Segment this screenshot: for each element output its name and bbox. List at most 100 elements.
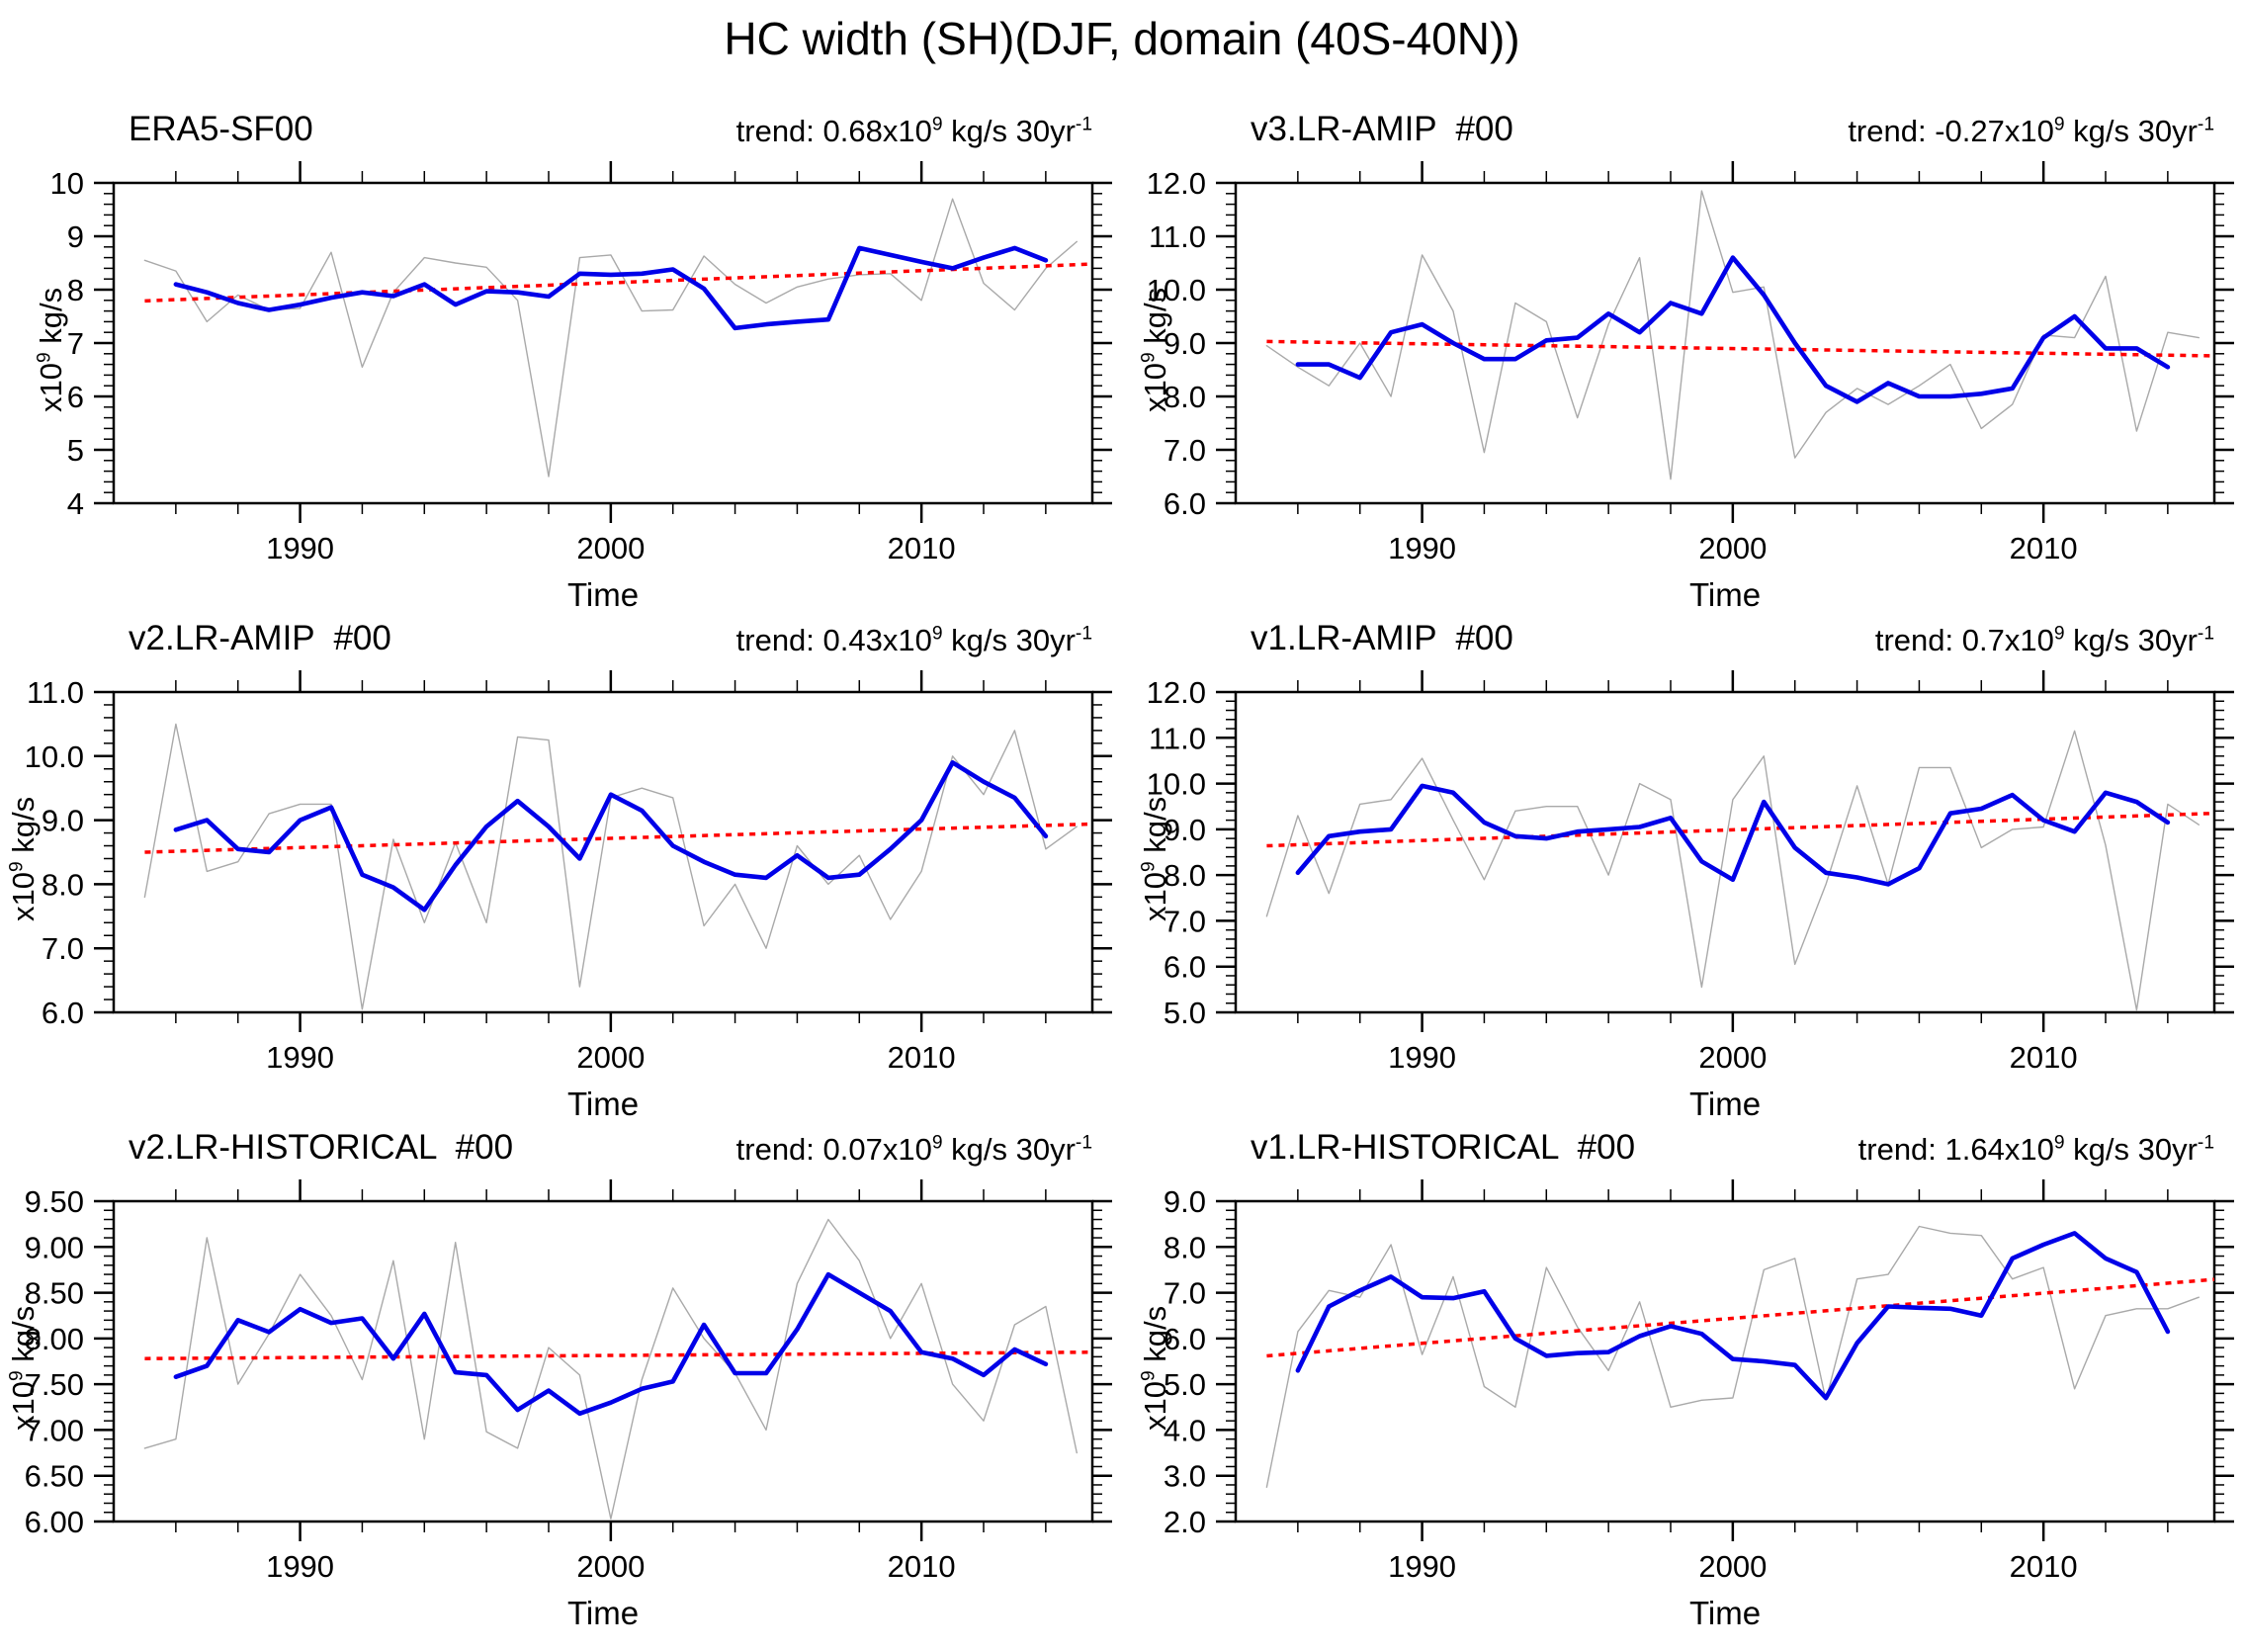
panel-title: v1.LR-HISTORICAL #00 — [1251, 1128, 1636, 1167]
trend-annotation: trend: 0.07x109 kg/s 30yr-1 — [736, 1132, 1092, 1168]
panel-v3-lr-amip: v3.LR-AMIP #00 trend: -0.27x109 kg/s 30y… — [1122, 84, 2244, 623]
svg-text:1990: 1990 — [1388, 1040, 1456, 1075]
svg-text:7: 7 — [67, 326, 84, 361]
svg-text:12.0: 12.0 — [1147, 675, 1206, 710]
svg-text:7.0: 7.0 — [42, 931, 84, 966]
svg-text:7.0: 7.0 — [1164, 433, 1206, 468]
panel-title: v3.LR-AMIP #00 — [1251, 110, 1513, 148]
svg-text:7.0: 7.0 — [1164, 1276, 1206, 1311]
svg-text:7.50: 7.50 — [25, 1367, 84, 1402]
panel-v2-lr-historical: v2.LR-HISTORICAL #00 trend: 0.07x109 kg/… — [0, 1102, 1122, 1641]
panel-plot: 6.00 6.50 7.00 7.50 8.00 8.50 9.00 9.50 1990 2000… — [25, 1179, 1112, 1584]
svg-text:6.0: 6.0 — [42, 996, 84, 1030]
panel-plot: 5.0 6.0 7.0 8.0 9.0 10.0 11.0 12.0 1990 2000 2010 — [1147, 670, 2234, 1075]
svg-text:8.0: 8.0 — [1164, 380, 1206, 414]
trend-annotation: trend: 0.7x109 kg/s 30yr-1 — [1875, 623, 2214, 658]
svg-text:2010: 2010 — [2010, 1040, 2078, 1075]
trend-annotation: trend: 0.43x109 kg/s 30yr-1 — [736, 623, 1092, 658]
panel-plot: 2.0 3.0 4.0 5.0 6.0 7.0 8.0 9.0 1990 2000 2010 — [1164, 1179, 2234, 1584]
svg-text:1990: 1990 — [266, 531, 334, 565]
svg-text:2010: 2010 — [888, 531, 956, 565]
svg-text:7.00: 7.00 — [25, 1413, 84, 1447]
x-axis-label: Time — [1688, 1086, 1762, 1122]
svg-text:4.0: 4.0 — [1164, 1413, 1206, 1447]
svg-text:9.00: 9.00 — [25, 1230, 84, 1264]
svg-text:8: 8 — [67, 273, 84, 307]
trend-text: trend: 0.68x10 — [735, 114, 932, 148]
svg-text:11.0: 11.0 — [27, 675, 84, 710]
svg-text:11.0: 11.0 — [1149, 219, 1206, 254]
svg-text:5: 5 — [67, 433, 84, 468]
svg-text:6.0: 6.0 — [1164, 1322, 1206, 1356]
trend-exponent2: -1 — [1075, 623, 1092, 645]
svg-text:5.0: 5.0 — [1164, 996, 1206, 1030]
trend-exponent2: -1 — [2197, 1132, 2214, 1154]
trend-units: kg/s 30yr — [942, 623, 1076, 657]
trend-exponent: 9 — [2053, 1132, 2065, 1154]
x-axis-label: Time — [1688, 576, 1762, 613]
svg-text:10.0: 10.0 — [1147, 273, 1206, 307]
trend-exponent2: -1 — [1075, 114, 1092, 135]
svg-text:6.50: 6.50 — [25, 1459, 84, 1494]
svg-text:9.0: 9.0 — [1164, 813, 1206, 847]
svg-text:8.50: 8.50 — [25, 1276, 84, 1311]
svg-text:8.0: 8.0 — [1164, 858, 1206, 893]
trend-units: kg/s 30yr — [2064, 114, 2198, 148]
svg-text:12.0: 12.0 — [1147, 166, 1206, 201]
panel-v2-lr-amip: v2.LR-AMIP #00 trend: 0.43x109 kg/s 30yr… — [0, 593, 1122, 1132]
trend-exponent: 9 — [931, 114, 943, 135]
panel-plot: 6.0 7.0 8.0 9.0 10.0 11.0 1990 2000 2010 — [25, 670, 1112, 1075]
panel-title: v2.LR-AMIP #00 — [129, 619, 391, 657]
trend-exponent2: -1 — [2197, 623, 2214, 645]
trend-text: trend: 1.64x10 — [1857, 1132, 2054, 1167]
trend-exponent2: -1 — [1075, 1132, 1092, 1154]
trend-exponent: 9 — [2053, 114, 2065, 135]
svg-text:6.0: 6.0 — [1164, 950, 1206, 985]
svg-text:2000: 2000 — [1698, 531, 1767, 565]
x-axis-label: Time — [566, 576, 640, 613]
panel-plot: 4 5 6 7 8 9 10 1990 2000 2010 — [50, 161, 1112, 565]
svg-text:3.0: 3.0 — [1164, 1459, 1206, 1494]
svg-text:8.00: 8.00 — [25, 1322, 84, 1356]
svg-text:10.0: 10.0 — [1147, 767, 1206, 802]
svg-text:2010: 2010 — [888, 1549, 956, 1584]
trend-exponent: 9 — [931, 623, 943, 645]
panel-plot: 6.0 7.0 8.0 9.0 10.0 11.0 12.0 1990 2000 2010 — [1147, 161, 2234, 565]
trend-text: trend: -0.27x10 — [1848, 114, 2054, 148]
trend-units: kg/s 30yr — [2064, 623, 2198, 657]
svg-text:6.0: 6.0 — [1164, 486, 1206, 521]
trend-units: kg/s 30yr — [942, 114, 1076, 148]
svg-text:2000: 2000 — [1698, 1549, 1767, 1584]
trend-exponent2: -1 — [2197, 114, 2214, 135]
panel-v1-lr-amip: v1.LR-AMIP #00 trend: 0.7x109 kg/s 30yr-… — [1122, 593, 2244, 1132]
trend-units: kg/s 30yr — [2064, 1132, 2198, 1167]
svg-text:2000: 2000 — [576, 1549, 645, 1584]
svg-text:2010: 2010 — [2010, 1549, 2078, 1584]
svg-text:8.0: 8.0 — [1164, 1230, 1206, 1264]
svg-text:5.0: 5.0 — [1164, 1367, 1206, 1402]
trend-annotation: trend: 1.64x109 kg/s 30yr-1 — [1858, 1132, 2214, 1168]
svg-text:9.50: 9.50 — [25, 1184, 84, 1219]
svg-text:8.0: 8.0 — [42, 867, 84, 902]
trend-annotation: trend: -0.27x109 kg/s 30yr-1 — [1848, 114, 2214, 149]
svg-text:2000: 2000 — [1698, 1040, 1767, 1075]
panel-title: v2.LR-HISTORICAL #00 — [129, 1128, 514, 1167]
svg-text:10.0: 10.0 — [25, 739, 84, 774]
panel-title: ERA5-SF00 — [129, 110, 313, 148]
svg-text:2000: 2000 — [576, 1040, 645, 1075]
panel-v1-lr-historical: v1.LR-HISTORICAL #00 trend: 1.64x109 kg/… — [1122, 1102, 2244, 1641]
trend-text: trend: 0.43x10 — [735, 623, 932, 657]
trend-text: trend: 0.07x10 — [735, 1132, 932, 1167]
svg-text:1990: 1990 — [1388, 531, 1456, 565]
svg-text:6: 6 — [67, 380, 84, 414]
panel-era5-sf00: ERA5-SF00 trend: 0.68x109 kg/s 30yr-1 x1… — [0, 84, 1122, 623]
svg-text:9.0: 9.0 — [1164, 326, 1206, 361]
svg-text:2010: 2010 — [2010, 531, 2078, 565]
panel-title: v1.LR-AMIP #00 — [1251, 619, 1513, 657]
svg-text:2.0: 2.0 — [1164, 1505, 1206, 1539]
trend-exponent: 9 — [931, 1132, 943, 1154]
svg-text:2000: 2000 — [576, 531, 645, 565]
svg-text:11.0: 11.0 — [1149, 721, 1206, 755]
svg-text:6.00: 6.00 — [25, 1505, 84, 1539]
